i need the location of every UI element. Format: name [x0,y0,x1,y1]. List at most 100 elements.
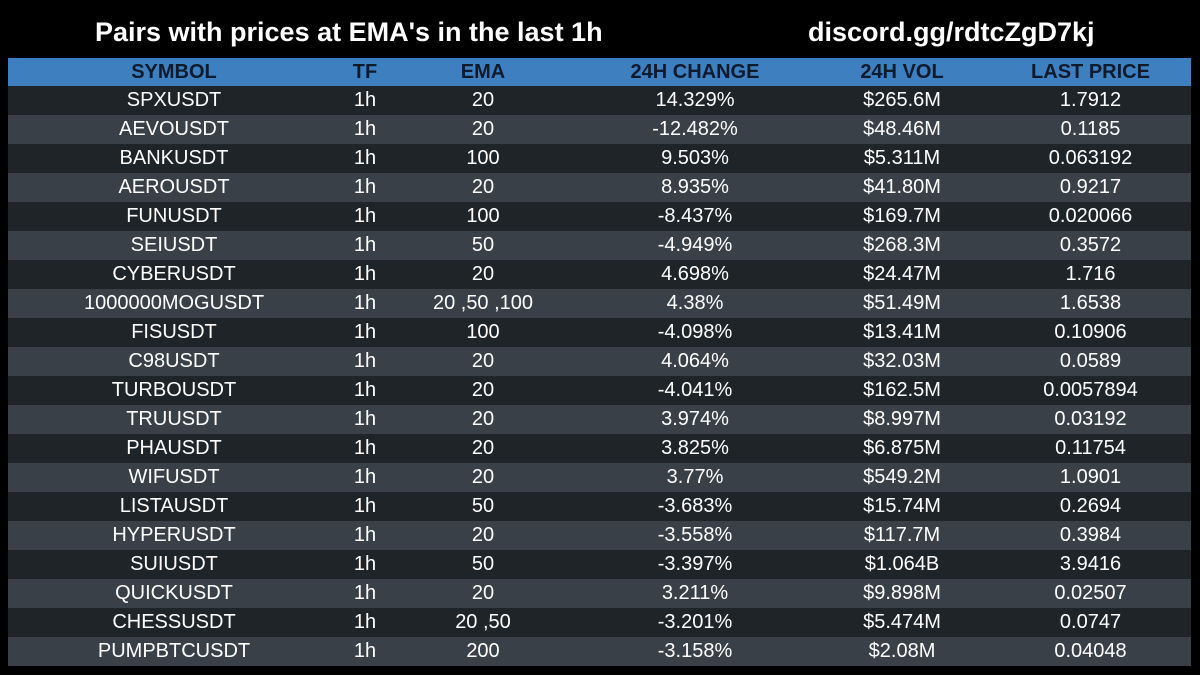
table-row[interactable]: BANKUSDT 1h 100 9.503% $5.311M 0.063192 [8,144,1191,173]
symbol-cell: FISUSDT [8,318,340,347]
price-cell: 1.6538 [990,289,1191,318]
volume-cell: $15.74M [814,492,990,521]
discord-link[interactable]: discord.gg/rdtcZgD7kj [808,17,1095,47]
price-cell: 1.716 [990,260,1191,289]
price-cell: 0.9217 [990,173,1191,202]
price-cell: 0.020066 [990,202,1191,231]
change-cell: 14.329% [576,86,814,115]
ema-cell: 20 [390,173,576,202]
change-cell: 3.974% [576,405,814,434]
price-cell: 0.0057894 [990,376,1191,405]
change-cell: 9.503% [576,144,814,173]
change-cell: -3.158% [576,637,814,666]
tf-cell: 1h [340,260,390,289]
change-cell: -3.558% [576,521,814,550]
change-cell: -3.683% [576,492,814,521]
table-row[interactable]: QUICKUSDT 1h 20 3.211% $9.898M 0.02507 [8,579,1191,608]
table-row[interactable]: AEROUSDT 1h 20 8.935% $41.80M 0.9217 [8,173,1191,202]
column-header-ema[interactable]: EMA [390,58,576,86]
table-row[interactable]: TRUUSDT 1h 20 3.974% $8.997M 0.03192 [8,405,1191,434]
column-header-tf[interactable]: TF [340,58,390,86]
tf-cell: 1h [340,434,390,463]
tf-cell: 1h [340,86,390,115]
symbol-cell: 1000000MOGUSDT [8,289,340,318]
column-header-symbol[interactable]: SYMBOL [8,58,340,86]
volume-cell: $5.474M [814,608,990,637]
price-cell: 0.3984 [990,521,1191,550]
volume-cell: $24.47M [814,260,990,289]
price-cell: 0.0747 [990,608,1191,637]
column-header-last-price[interactable]: LAST PRICE [990,58,1191,86]
tf-cell: 1h [340,608,390,637]
ema-cell: 20 ,50 ,100 [390,289,576,318]
symbol-cell: TRUUSDT [8,405,340,434]
ema-table-container: SYMBOL TF EMA 24H CHANGE 24H VOL LAST PR… [8,58,1191,666]
change-cell: -4.949% [576,231,814,260]
volume-cell: $268.3M [814,231,990,260]
table-row[interactable]: SPXUSDT 1h 20 14.329% $265.6M 1.7912 [8,86,1191,115]
table-row[interactable]: HYPERUSDT 1h 20 -3.558% $117.7M 0.3984 [8,521,1191,550]
volume-cell: $549.2M [814,463,990,492]
table-row[interactable]: C98USDT 1h 20 4.064% $32.03M 0.0589 [8,347,1191,376]
symbol-cell: SEIUSDT [8,231,340,260]
change-cell: 3.825% [576,434,814,463]
symbol-cell: WIFUSDT [8,463,340,492]
table-row[interactable]: SEIUSDT 1h 50 -4.949% $268.3M 0.3572 [8,231,1191,260]
volume-cell: $265.6M [814,86,990,115]
tf-cell: 1h [340,405,390,434]
tf-cell: 1h [340,579,390,608]
change-cell: 4.064% [576,347,814,376]
volume-cell: $117.7M [814,521,990,550]
price-cell: 1.0901 [990,463,1191,492]
column-header-24h-change[interactable]: 24H CHANGE [576,58,814,86]
tf-cell: 1h [340,144,390,173]
symbol-cell: CYBERUSDT [8,260,340,289]
table-row[interactable]: CHESSUSDT 1h 20 ,50 -3.201% $5.474M 0.0747 [8,608,1191,637]
ema-cell: 20 [390,405,576,434]
ema-cell: 20 ,50 [390,608,576,637]
symbol-cell: AEROUSDT [8,173,340,202]
symbol-cell: CHESSUSDT [8,608,340,637]
table-row[interactable]: AEVOUSDT 1h 20 -12.482% $48.46M 0.1185 [8,115,1191,144]
column-header-24h-vol[interactable]: 24H VOL [814,58,990,86]
change-cell: -4.041% [576,376,814,405]
ema-cell: 200 [390,637,576,666]
volume-cell: $169.7M [814,202,990,231]
table-row[interactable]: TURBOUSDT 1h 20 -4.041% $162.5M 0.0057894 [8,376,1191,405]
symbol-cell: AEVOUSDT [8,115,340,144]
table-row[interactable]: 1000000MOGUSDT 1h 20 ,50 ,100 4.38% $51.49M 1… [8,289,1191,318]
tf-cell: 1h [340,115,390,144]
ema-cell: 20 [390,347,576,376]
table-row[interactable]: PHAUSDT 1h 20 3.825% $6.875M 0.11754 [8,434,1191,463]
table-row[interactable]: PUMPBTCUSDT 1h 200 -3.158% $2.08M 0.04048 [8,637,1191,666]
top-bar: Pairs with prices at EMA's in the last 1… [0,0,1200,58]
table-row[interactable]: WIFUSDT 1h 20 3.77% $549.2M 1.0901 [8,463,1191,492]
table-row[interactable]: FUNUSDT 1h 100 -8.437% $169.7M 0.020066 [8,202,1191,231]
change-cell: -4.098% [576,318,814,347]
table-row[interactable]: FISUSDT 1h 100 -4.098% $13.41M 0.10906 [8,318,1191,347]
tf-cell: 1h [340,318,390,347]
volume-cell: $32.03M [814,347,990,376]
symbol-cell: FUNUSDT [8,202,340,231]
price-cell: 0.2694 [990,492,1191,521]
change-cell: -8.437% [576,202,814,231]
volume-cell: $41.80M [814,173,990,202]
symbol-cell: QUICKUSDT [8,579,340,608]
ema-cell: 50 [390,492,576,521]
table-header-row: SYMBOL TF EMA 24H CHANGE 24H VOL LAST PR… [8,58,1191,86]
price-cell: 0.0589 [990,347,1191,376]
price-cell: 0.11754 [990,434,1191,463]
tf-cell: 1h [340,289,390,318]
change-cell: 4.38% [576,289,814,318]
page-title: Pairs with prices at EMA's in the last 1… [95,17,603,47]
change-cell: -3.397% [576,550,814,579]
price-cell: 0.1185 [990,115,1191,144]
volume-cell: $8.997M [814,405,990,434]
table-row[interactable]: LISTAUSDT 1h 50 -3.683% $15.74M 0.2694 [8,492,1191,521]
table-row[interactable]: SUIUSDT 1h 50 -3.397% $1.064B 3.9416 [8,550,1191,579]
price-cell: 3.9416 [990,550,1191,579]
tf-cell: 1h [340,376,390,405]
table-row[interactable]: CYBERUSDT 1h 20 4.698% $24.47M 1.716 [8,260,1191,289]
change-cell: 3.211% [576,579,814,608]
